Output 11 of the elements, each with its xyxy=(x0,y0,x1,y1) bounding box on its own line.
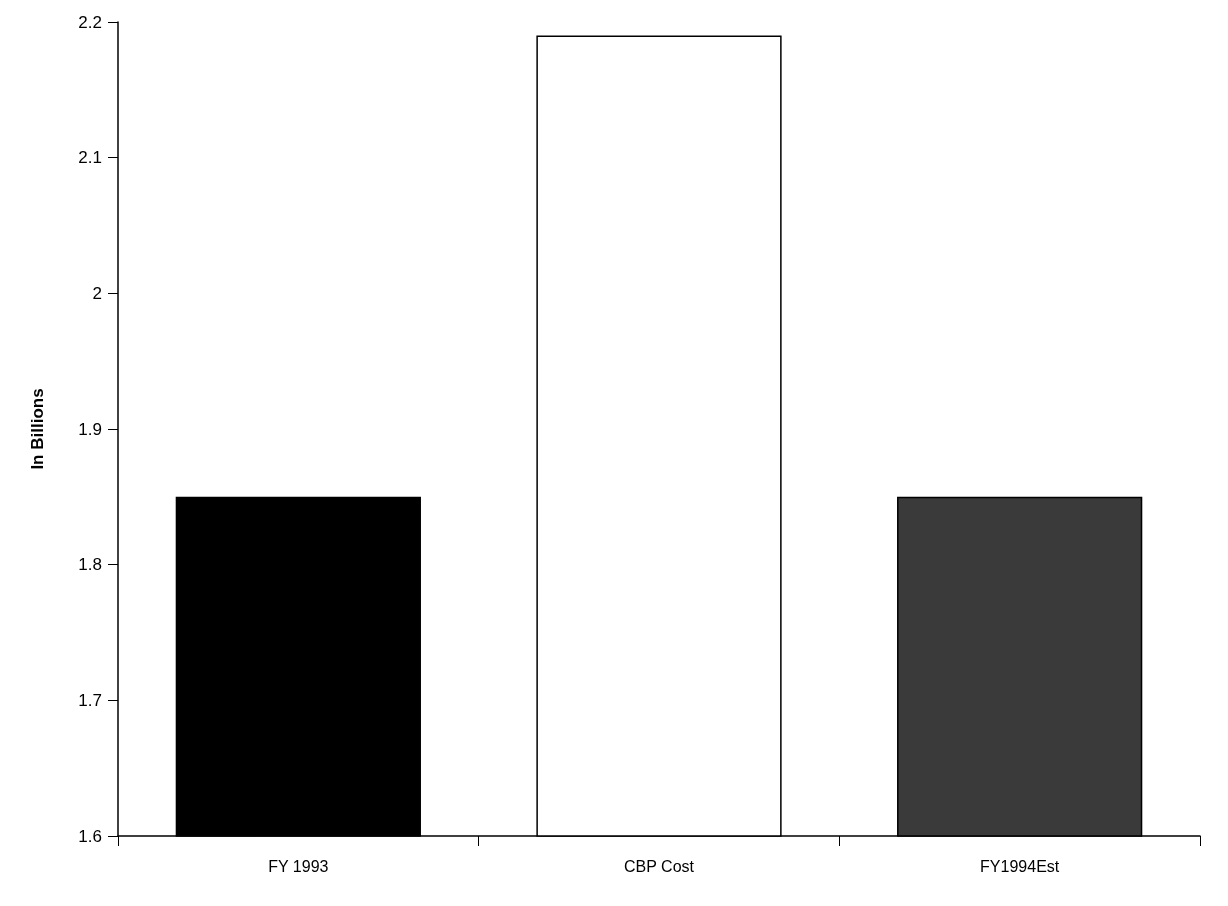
y-tick-label: 1.6 xyxy=(78,826,102,846)
y-tick-label: 1.7 xyxy=(78,690,102,710)
x-tick-label: CBP Cost xyxy=(624,857,695,875)
y-axis-title: In Billions xyxy=(28,388,47,470)
y-tick-label: 2.2 xyxy=(78,12,102,32)
y-tick-label: 1.9 xyxy=(78,419,102,439)
x-tick-label: FY 1993 xyxy=(268,857,329,875)
y-tick-label: 1.8 xyxy=(78,555,102,575)
y-tick-label: 2 xyxy=(92,283,102,303)
x-tick-label: FY1994Est xyxy=(980,857,1060,875)
y-tick-label: 2.1 xyxy=(78,148,102,168)
